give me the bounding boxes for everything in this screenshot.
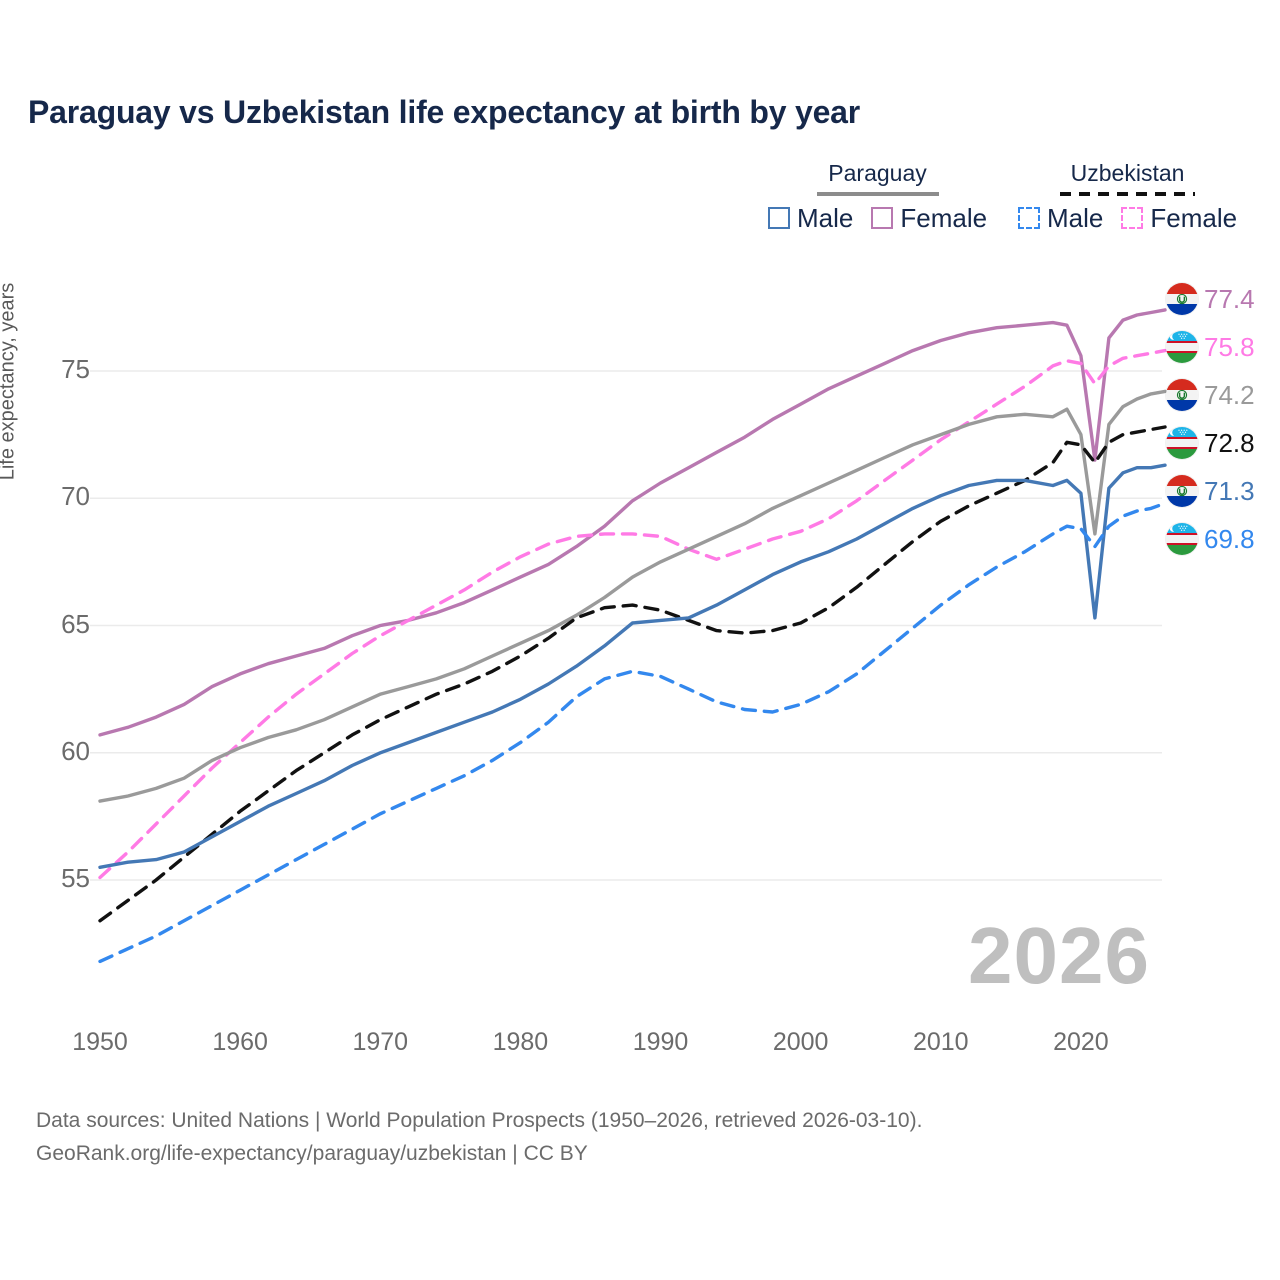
series-end-label: 77.4	[1166, 282, 1255, 316]
y-axis-title: Life expectancy, years	[0, 282, 19, 481]
paraguay-flag-icon	[1166, 283, 1198, 315]
chart-series	[98, 308, 1167, 964]
chart-legend: Paraguay Male Female Uzbekistan Male	[750, 160, 1260, 250]
y-tick-label: 65	[61, 608, 90, 639]
legend-label-paraguay-male: Male	[797, 203, 854, 233]
legend-swatch-uzbekistan-female	[1121, 207, 1144, 229]
uzbekistan-flag-icon	[1166, 427, 1198, 459]
series-end-label: 74.2	[1166, 378, 1255, 412]
legend-rule-paraguay	[816, 192, 939, 196]
legend-country-paraguay: Paraguay	[828, 160, 927, 186]
y-tick-label: 55	[61, 863, 90, 893]
x-tick-label: 2020	[1053, 1028, 1109, 1056]
footer-line-1: Data sources: United Nations | World Pop…	[36, 1109, 923, 1132]
legend-label-uzbekistan-female: Female	[1150, 203, 1238, 233]
series-end-value: 75.8	[1204, 332, 1255, 362]
x-tick-label: 1990	[632, 1028, 689, 1056]
page-title: Paraguay vs Uzbekistan life expectancy a…	[28, 94, 861, 130]
legend-group-paraguay: Paraguay Male Female	[768, 160, 987, 231]
y-tick-label: 75	[61, 354, 90, 384]
y-tick-label: 70	[61, 481, 90, 512]
paraguay-flag-icon	[1166, 475, 1198, 507]
series-line	[98, 463, 1167, 869]
paraguay-flag-icon	[1166, 379, 1198, 411]
legend-group-uzbekistan: Uzbekistan Male Female	[1018, 160, 1237, 231]
legend-label-uzbekistan-male: Male	[1047, 203, 1104, 233]
series-end-value: 77.4	[1204, 284, 1255, 314]
year-watermark: 2026	[968, 911, 1150, 1000]
legend-swatch-paraguay-female	[871, 207, 894, 229]
uzbekistan-flag-icon	[1166, 331, 1198, 363]
footer-line-2: GeoRank.org/life-expectancy/paraguay/uzb…	[36, 1141, 588, 1165]
x-tick-label: 1980	[492, 1028, 549, 1056]
x-tick-label: 1970	[352, 1028, 409, 1056]
chart-gridlines	[90, 370, 1162, 881]
series-end-value: 69.8	[1204, 524, 1255, 554]
series-line	[98, 389, 1167, 803]
legend-swatch-uzbekistan-male	[1018, 207, 1040, 229]
series-end-value: 71.3	[1204, 476, 1255, 506]
x-tick-label: 1960	[212, 1028, 268, 1056]
series-end-label: 71.3	[1166, 474, 1255, 508]
series-end-label: 72.8	[1166, 426, 1255, 460]
y-tick-label: 60	[61, 735, 90, 766]
series-line	[98, 308, 1167, 737]
legend-item-uzbekistan-male[interactable]: Male	[1018, 205, 1103, 231]
line-chart-svg	[90, 308, 1167, 964]
x-tick-label: 2000	[772, 1028, 829, 1056]
legend-item-paraguay-male[interactable]: Male	[768, 205, 853, 231]
series-line	[98, 425, 1167, 923]
series-line	[98, 501, 1167, 964]
series-end-value: 74.2	[1204, 380, 1255, 410]
legend-item-uzbekistan-female[interactable]: Female	[1121, 205, 1237, 231]
x-tick-label: 1950	[72, 1028, 128, 1056]
legend-item-paraguay-female[interactable]: Female	[871, 205, 987, 231]
uzbekistan-flag-icon	[1166, 523, 1198, 555]
x-tick-label: 2010	[912, 1028, 969, 1056]
series-end-label: 69.8	[1166, 522, 1255, 556]
legend-country-uzbekistan: Uzbekistan	[1070, 160, 1185, 186]
series-end-label: 75.8	[1166, 330, 1255, 364]
legend-label-paraguay-female: Female	[900, 203, 988, 233]
series-end-value: 72.8	[1204, 428, 1255, 458]
chart-plot-area	[0, 260, 1280, 1040]
footer-credits: Data sources: United Nations | World Pop…	[36, 1105, 922, 1170]
legend-swatch-paraguay-male	[768, 207, 790, 229]
legend-rule-uzbekistan	[1060, 192, 1196, 196]
